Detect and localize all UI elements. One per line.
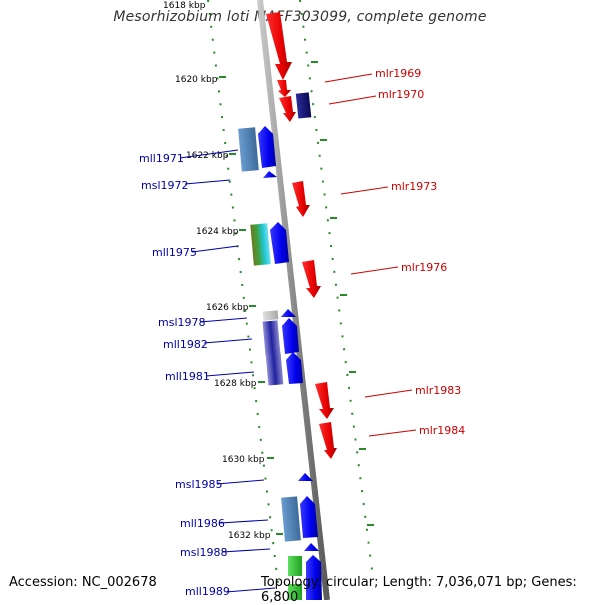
gene-label-mll1975[interactable]: mll1975 (152, 246, 197, 259)
gene-box-msl1988[interactable] (288, 556, 302, 576)
gene-box-mll1975[interactable] (250, 223, 271, 266)
gene-label-mlr1976[interactable]: mlr1976 (401, 261, 447, 274)
gene-arrow-mll1975[interactable] (270, 222, 289, 264)
gene-box-mll1986[interactable] (281, 496, 301, 542)
leader-mll1986 (219, 519, 269, 524)
scale-label-1628: 1628 kbp (214, 379, 257, 389)
scale-label-1632: 1632 kbp (228, 531, 271, 541)
genome-summary-text: Topology: circular; Length: 7,036,071 bp… (261, 575, 577, 605)
leader-mll1975 (191, 245, 239, 253)
gene-arrow-mll1982[interactable] (282, 318, 299, 354)
gene-arrow-mll1986[interactable] (300, 496, 318, 538)
scale-label-1630: 1630 kbp (222, 455, 265, 465)
gene-label-mlr1970[interactable]: mlr1970 (378, 88, 424, 101)
leader-msl1978 (199, 317, 248, 323)
gene-label-msl1988[interactable]: msl1988 (180, 546, 228, 559)
gene-arrow-mlr1973[interactable] (292, 181, 310, 217)
gene-arrow-mll1989[interactable] (306, 555, 322, 600)
scale-label-1620: 1620 kbp (175, 75, 218, 85)
gene-arrow-mlr1969b[interactable] (277, 80, 291, 97)
scale-label-1626: 1626 kbp (206, 303, 249, 313)
genome-title: Mesorhizobium loti MAFF303099, complete … (113, 9, 487, 25)
genome-backbone (257, 0, 330, 600)
leader-mlr1973 (340, 186, 389, 195)
accession-text: Accession: NC_002678 (9, 575, 157, 590)
gene-label-msl1978[interactable]: msl1978 (158, 316, 206, 329)
leader-mlr1983 (364, 389, 413, 398)
gene-label-msl1985[interactable]: msl1985 (175, 478, 223, 491)
scale-rail-right (299, 0, 373, 571)
leader-mlr1976 (350, 266, 399, 275)
gene-arrow-mlr1969[interactable] (266, 12, 292, 80)
gene-arrow-mlr1976[interactable] (302, 260, 321, 298)
leader-mll1982 (203, 338, 253, 344)
gene-label-mll1971[interactable]: mll1971 (139, 152, 184, 165)
gene-arrow-mlr1983[interactable] (315, 382, 334, 419)
gene-arrow-msl1972[interactable] (263, 171, 277, 178)
scale-ticks-right (311, 61, 374, 526)
reverse-genes (238, 126, 322, 600)
gene-label-mlr1983[interactable]: mlr1983 (415, 384, 461, 397)
gene-arrow-mll1971[interactable] (258, 126, 276, 168)
leader-mlr1970 (328, 95, 377, 105)
leader-msl1985 (216, 479, 265, 485)
gene-label-mlr1984[interactable]: mlr1984 (419, 424, 465, 437)
scale-label-1622: 1622 kbp (186, 151, 229, 161)
gene-arrow-msl1978[interactable] (281, 309, 296, 317)
leader-mlr1984 (368, 429, 417, 437)
gene-arrow-msl1985[interactable] (298, 473, 313, 481)
gene-arrow-mll1981[interactable] (286, 352, 303, 384)
leader-mlr1969 (324, 73, 373, 83)
gene-label-mll1986[interactable]: mll1986 (180, 517, 225, 530)
gene-label-mlr1969[interactable]: mlr1969 (375, 67, 421, 80)
gene-arrow-mlr1984[interactable] (319, 422, 337, 459)
gene-label-mll1982[interactable]: mll1982 (163, 338, 208, 351)
forward-genes (266, 12, 337, 459)
gene-label-msl1972[interactable]: msl1972 (141, 179, 189, 192)
gene-box-mll1971[interactable] (238, 127, 259, 172)
scale-label-1624: 1624 kbp (196, 227, 239, 237)
leader-mll1981 (205, 371, 255, 377)
leader-mll1971 (179, 149, 239, 159)
gene-box-mll1982[interactable] (262, 320, 281, 356)
gene-arrow-mlr1970[interactable] (279, 96, 296, 122)
gene-box-mlr1970[interactable] (295, 92, 312, 119)
scale-ticks (219, 76, 283, 535)
gene-box-msl1978[interactable] (262, 310, 279, 321)
leader-msl1972 (184, 179, 231, 185)
gene-label-mlr1973[interactable]: mlr1973 (391, 180, 437, 193)
leader-mll1989 (225, 587, 276, 593)
gene-box-mll1981[interactable] (265, 352, 284, 386)
leader-msl1988 (221, 548, 271, 553)
scale-label-1618: 1618 kbp (163, 1, 206, 11)
gene-label-mll1989[interactable]: mll1989 (185, 585, 230, 598)
gene-label-mll1981[interactable]: mll1981 (165, 370, 210, 383)
gene-arrow-msl1988[interactable] (304, 543, 319, 551)
gene-box-mll1989[interactable] (288, 584, 302, 600)
